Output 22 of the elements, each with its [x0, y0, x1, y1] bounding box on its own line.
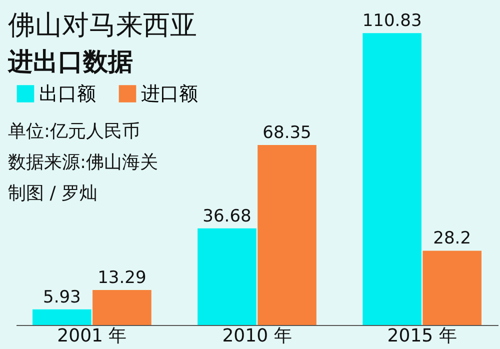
bar	[422, 250, 482, 325]
annotation: 数据来源:佛山海关	[8, 152, 158, 173]
data-label: 36.68	[202, 206, 252, 226]
bar	[362, 33, 422, 325]
data-label: 5.93	[42, 287, 81, 308]
annotation: 制图 / 罗灿	[8, 183, 98, 204]
legend-label: 进口额	[141, 82, 198, 105]
bar	[32, 309, 92, 325]
text: 进出口数据	[7, 47, 133, 76]
x-tick-label: 2015 年	[387, 326, 457, 346]
data-label: 28.2	[433, 228, 472, 249]
chart-title: 佛山对马来西亚	[8, 10, 197, 41]
legend-label: 出口额	[39, 82, 96, 105]
data-label: 110.83	[362, 11, 422, 32]
data-label: 13.29	[98, 268, 146, 288]
bar	[92, 290, 152, 325]
bar	[258, 145, 316, 325]
x-tick-label: 2001 年	[57, 326, 127, 346]
bar	[198, 228, 256, 325]
annotation: 单位:亿元人民币	[8, 121, 140, 142]
data-label: 68.35	[262, 123, 312, 144]
x-tick-label: 2010 年	[222, 326, 292, 346]
